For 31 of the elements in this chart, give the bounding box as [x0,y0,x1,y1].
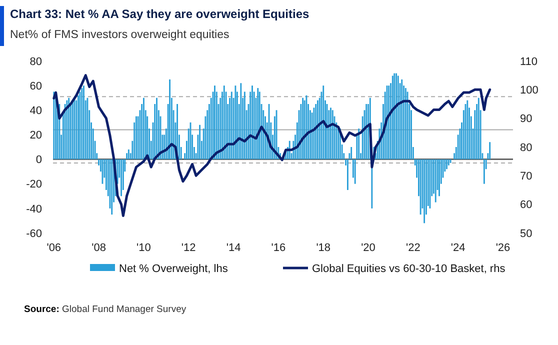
chart-title: Chart 33: Net % AA Say they are overweight Equities [10,7,310,21]
x-tick-label: '16 [271,242,286,254]
legend-label: Global Equities vs 60-30-10 Basket, rhs [312,262,506,275]
legend-label: Net % Overweight, lhs [119,262,228,275]
y2-tick-label: 100 [520,84,538,97]
y-tick-label: 40 [30,104,42,117]
y-tick-label: 80 [30,56,42,68]
y-tick-label: -20 [26,178,42,191]
y2-tick-label: 70 [520,170,532,183]
x-tick-label: '20 [361,242,376,254]
y-tick-label: 60 [30,80,42,92]
x-tick-label: '08 [92,242,106,254]
y2-tick-label: 50 [520,228,532,240]
x-tick-label: '18 [316,242,331,254]
y2-tick-label: 90 [520,113,532,126]
x-tick-label: '14 [226,242,241,254]
x-tick-label: '24 [450,242,466,254]
y2-tick-label: 110 [520,56,538,68]
y-tick-label: -40 [26,203,42,216]
x-tick-label: '12 [181,242,196,254]
y2-tick-label: 80 [520,142,532,154]
x-tick-label: '22 [406,242,420,254]
y2-tick-label: 60 [520,199,532,212]
x-tick-label: '26 [496,242,510,254]
y-tick-label: -60 [26,228,42,240]
x-tick-label: '06 [46,242,62,254]
chart-subtitle: Net% of FMS investors overweight equities [10,29,230,41]
x-tick-label: '10 [136,242,151,254]
y-tick-label: 0 [36,154,42,166]
source-note: Source: Global Fund Manager Survey [24,304,186,315]
y-tick-label: 20 [30,130,42,142]
